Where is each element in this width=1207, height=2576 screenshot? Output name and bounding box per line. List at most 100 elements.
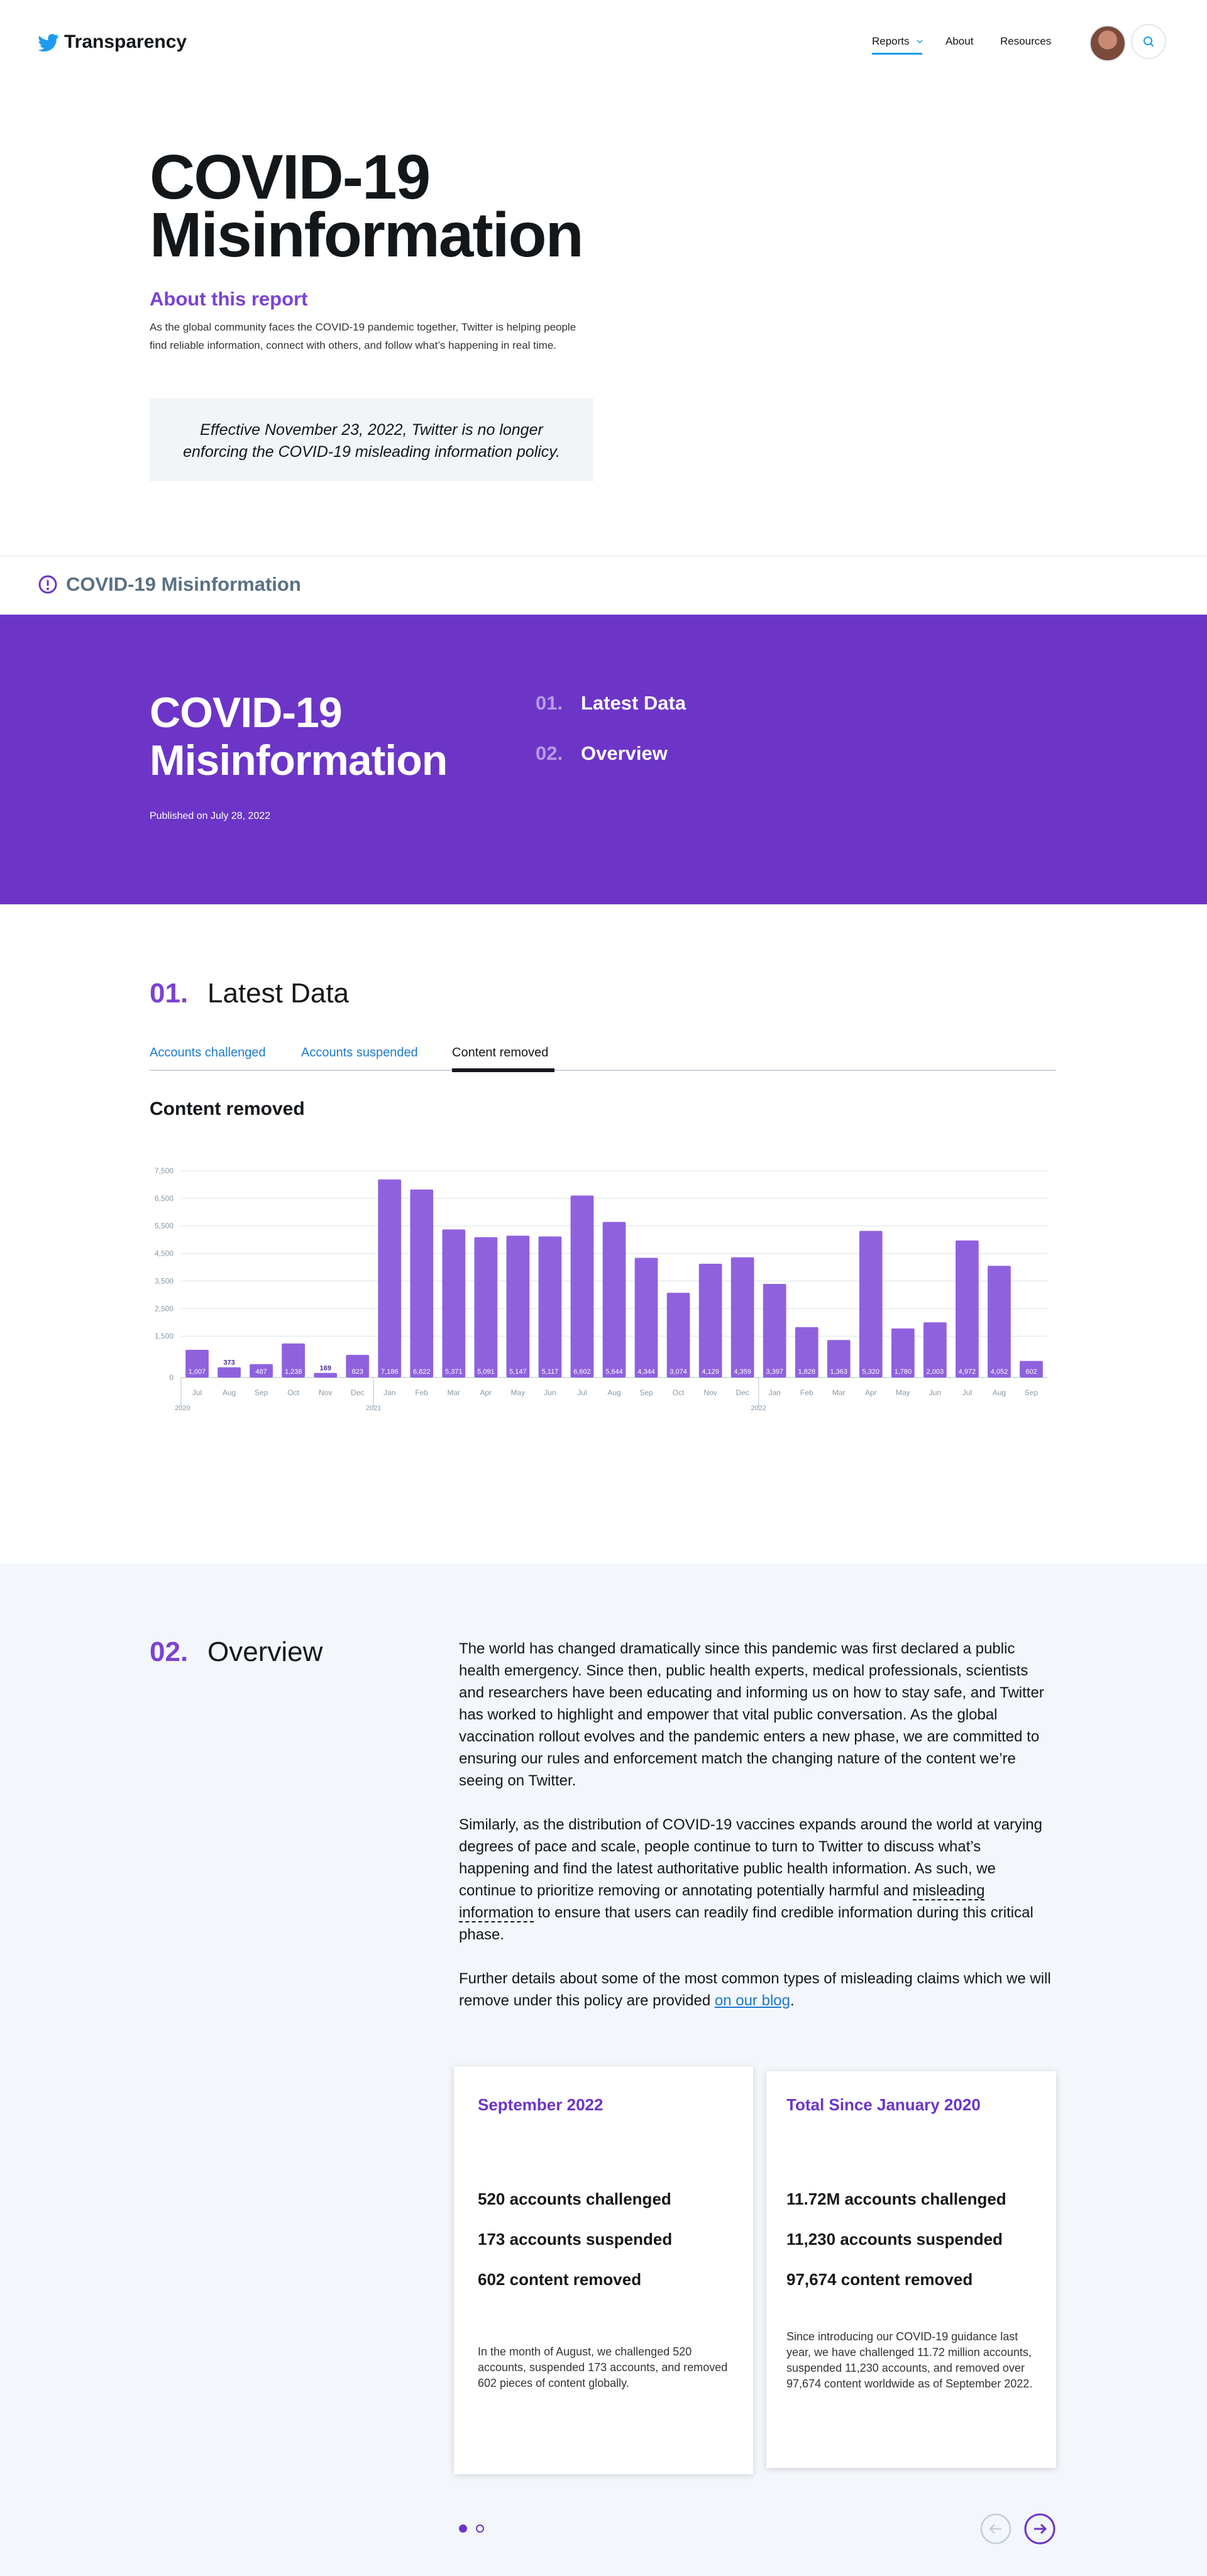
- bar: [795, 1327, 818, 1378]
- glossary-term[interactable]: misleading information: [459, 1882, 985, 1922]
- bar: [956, 1240, 979, 1378]
- x-tick-label: May: [511, 1388, 526, 1397]
- y-tick-label: 7,500: [155, 1166, 174, 1175]
- value-label: 823: [352, 1368, 363, 1376]
- twitter-logo[interactable]: [38, 34, 59, 52]
- card-note: Since introducing our COVID-19 guidance …: [786, 2330, 1033, 2390]
- prev-button[interactable]: [979, 2513, 1012, 2545]
- toc-link[interactable]: Latest Data: [581, 692, 686, 714]
- bar: [634, 1258, 658, 1378]
- chart-title: Content removed: [150, 1099, 305, 1119]
- brand[interactable]: Transparency: [64, 31, 187, 52]
- section-heading: Latest Data: [207, 978, 350, 1009]
- toc-number[interactable]: 01.: [536, 692, 563, 714]
- value-label: 5,117: [542, 1368, 559, 1376]
- value-label: 6,822: [413, 1368, 431, 1376]
- card-stats: 520 accounts challenged 173 accounts sus…: [478, 2190, 672, 2310]
- bar: [570, 1195, 594, 1378]
- value-label: 3,074: [670, 1368, 687, 1376]
- section-title: COVID-19 Misinformation: [66, 573, 301, 595]
- x-tick-label: Jun: [544, 1388, 556, 1397]
- y-tick-label: 4,500: [155, 1249, 174, 1258]
- card-stats: 11.72M accounts challenged 11,230 accoun…: [786, 2190, 1006, 2310]
- toc-link[interactable]: Overview: [581, 742, 668, 764]
- bar: [506, 1236, 530, 1378]
- value-label: 2,003: [927, 1368, 944, 1376]
- policy-notice: Effective November 23, 2022, Twitter is …: [150, 398, 593, 481]
- y-tick-label: 5,500: [155, 1222, 174, 1230]
- value-label: 4,344: [637, 1368, 655, 1376]
- nav-link[interactable]: Reports: [872, 35, 910, 47]
- stat: 173 accounts suspended: [478, 2230, 673, 2249]
- search-button[interactable]: [1131, 24, 1166, 59]
- value-label: 602: [1025, 1368, 1037, 1376]
- pager-dot[interactable]: [476, 2524, 484, 2533]
- nav-link[interactable]: Resources: [1000, 35, 1052, 47]
- value-label: 373: [223, 1359, 234, 1367]
- value-label: 1,363: [830, 1368, 847, 1376]
- bar: [602, 1222, 626, 1378]
- x-tick-label: Apr: [865, 1388, 877, 1397]
- x-tick-label: Mar: [832, 1388, 846, 1397]
- x-tick-label: Apr: [480, 1388, 492, 1397]
- bar: [730, 1257, 754, 1378]
- tab[interactable]: Accounts suspended: [301, 1046, 418, 1060]
- y-tick-label: 0: [169, 1373, 174, 1382]
- bar: [859, 1230, 883, 1378]
- value-label: 7,186: [381, 1368, 399, 1376]
- bar: [346, 1354, 370, 1378]
- bar: [250, 1364, 273, 1378]
- value-label: 4,972: [959, 1368, 976, 1376]
- value-label: 5,147: [509, 1368, 527, 1376]
- value-label: 5,320: [863, 1368, 880, 1376]
- value-label: 487: [255, 1368, 267, 1376]
- x-tick-label: Oct: [673, 1388, 685, 1397]
- nav-link[interactable]: About: [945, 35, 974, 47]
- bar-chart: 0 1,500 2,500 3,500 4,500 5,500 6,500 7,500 Jul 2…: [155, 1166, 1047, 1412]
- about-text: As the global community faces the COVID-…: [150, 321, 576, 351]
- x-tick-label: Aug: [993, 1388, 1006, 1397]
- bar: [442, 1229, 466, 1378]
- tab[interactable]: Accounts challenged: [150, 1046, 266, 1060]
- bar: [218, 1367, 241, 1378]
- section-icon: [38, 575, 57, 594]
- banner: [0, 615, 1207, 904]
- section-heading: Overview: [207, 1636, 323, 1667]
- bar: [763, 1283, 786, 1378]
- card-title: September 2022: [478, 2095, 604, 2114]
- stat: 520 accounts challenged: [478, 2190, 671, 2208]
- bar: [1020, 1361, 1043, 1378]
- next-button[interactable]: [1023, 2513, 1056, 2545]
- x-tick-label: Jun: [929, 1388, 941, 1397]
- avatar[interactable]: [1089, 25, 1126, 62]
- y-tick-label: 6,500: [155, 1194, 174, 1203]
- toc-number[interactable]: 02.: [536, 742, 563, 764]
- stat-card: Total Since January 2020 11.72M accounts…: [766, 2071, 1056, 2468]
- divider: [0, 556, 1207, 557]
- x-tick-label: Mar: [447, 1388, 460, 1397]
- page-title: COVID-19 Misinformation: [150, 142, 584, 270]
- y-tick-label: 1,500: [155, 1332, 174, 1340]
- stat: 11,230 accounts suspended: [786, 2230, 1003, 2249]
- x-tick-label: Dec: [351, 1388, 364, 1397]
- tab-active[interactable]: Content removed: [452, 1046, 549, 1060]
- y-tick-label: 3,500: [155, 1276, 174, 1285]
- x-tick-label: Jan: [769, 1388, 781, 1397]
- x-tick-label: Sep: [639, 1388, 653, 1397]
- bar: [698, 1263, 722, 1378]
- value-label: 1,238: [285, 1368, 302, 1376]
- text: Similarly, as the distribution of COVID-…: [459, 1816, 1042, 1899]
- nav-active-underline: [872, 53, 922, 55]
- blog-link[interactable]: on our blog: [714, 1992, 790, 2009]
- x-tick-label: Jul: [577, 1388, 587, 1397]
- year-label: 2020: [175, 1405, 190, 1412]
- pager-dot-active[interactable]: [459, 2524, 467, 2533]
- x-tick-label: Feb: [415, 1388, 428, 1397]
- bar: [282, 1343, 306, 1378]
- bar: [185, 1349, 209, 1378]
- value-label: 5,091: [477, 1368, 495, 1376]
- x-tick-label: Aug: [223, 1388, 236, 1397]
- x-tick-label: Oct: [287, 1388, 299, 1397]
- bar: [988, 1266, 1011, 1378]
